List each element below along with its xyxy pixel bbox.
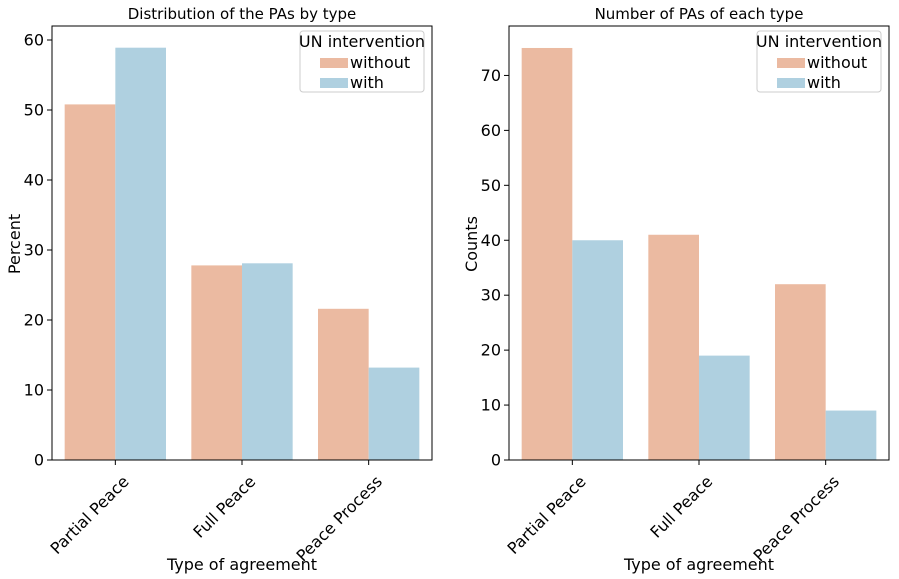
legend-swatch: [777, 78, 805, 88]
bar-without: [521, 47, 573, 461]
legend-swatch: [320, 78, 348, 88]
bar-with: [825, 410, 877, 460]
legend-label: with: [807, 73, 841, 92]
legend-box: [299, 30, 425, 93]
x-tick-label: Partial Peace: [504, 472, 590, 558]
y-tick-label: 40: [481, 231, 501, 250]
y-tick-label: 20: [481, 341, 501, 360]
bar-without: [775, 284, 826, 460]
bar-with: [115, 47, 166, 460]
y-tick-label: 40: [24, 171, 44, 190]
bar-with: [242, 263, 293, 460]
y-tick-label: 60: [481, 121, 501, 140]
x-tick-label: Peace Process: [750, 472, 843, 565]
y-tick-label: 60: [24, 31, 44, 50]
bar-without: [64, 104, 116, 461]
legend-title: UN intervention: [756, 32, 882, 51]
bar-without: [318, 308, 369, 460]
x-tick-label: Full Peace: [189, 472, 259, 542]
legend-swatch: [320, 58, 348, 68]
chart-title: Distribution of the PAs by type: [128, 5, 357, 23]
legend-label: with: [350, 73, 384, 92]
legend-label: without: [350, 53, 410, 72]
x-tick-label: Full Peace: [646, 472, 716, 542]
x-tick-label: Peace Process: [293, 472, 386, 565]
plot-area: 0 10 20 30 40 50 60 Partial Peace Full Peace Peac…: [24, 25, 433, 565]
chart-title: Number of PAs of each type: [595, 5, 804, 23]
y-tick-label: 30: [24, 241, 44, 260]
legend-title: UN intervention: [299, 32, 425, 51]
y-tick-label: 10: [481, 396, 501, 415]
y-axis-label: Counts: [462, 216, 481, 272]
bar-without: [191, 265, 242, 460]
bar-with: [368, 367, 420, 460]
legend-box: [756, 30, 882, 93]
bar-with: [572, 240, 623, 460]
y-tick-label: 30: [481, 286, 501, 305]
legend-swatch: [777, 58, 805, 68]
x-axis-label: Type of agreement: [623, 555, 774, 574]
x-tick-label: Partial Peace: [47, 472, 133, 558]
y-tick-label: 70: [481, 66, 501, 85]
chart-right: Number of PAs of each type Type of agree…: [462, 5, 803, 574]
y-tick-label: 50: [24, 101, 44, 120]
y-tick-label: 0: [491, 451, 501, 470]
legend-label: without: [807, 53, 867, 72]
plot-area: 0 10 20 30 40 50 60 70 Partial Peace Full Peace Pe…: [481, 25, 890, 565]
y-tick-label: 50: [481, 176, 501, 195]
chart-left: Distribution of the PAs by type Type of …: [5, 5, 356, 574]
y-tick-label: 10: [24, 381, 44, 400]
y-tick-label: 20: [24, 311, 44, 330]
y-tick-label: 0: [34, 451, 44, 470]
x-axis-label: Type of agreement: [166, 555, 317, 574]
y-axis-label: Percent: [5, 214, 24, 274]
bar-with: [699, 355, 750, 460]
bar-without: [648, 234, 699, 460]
